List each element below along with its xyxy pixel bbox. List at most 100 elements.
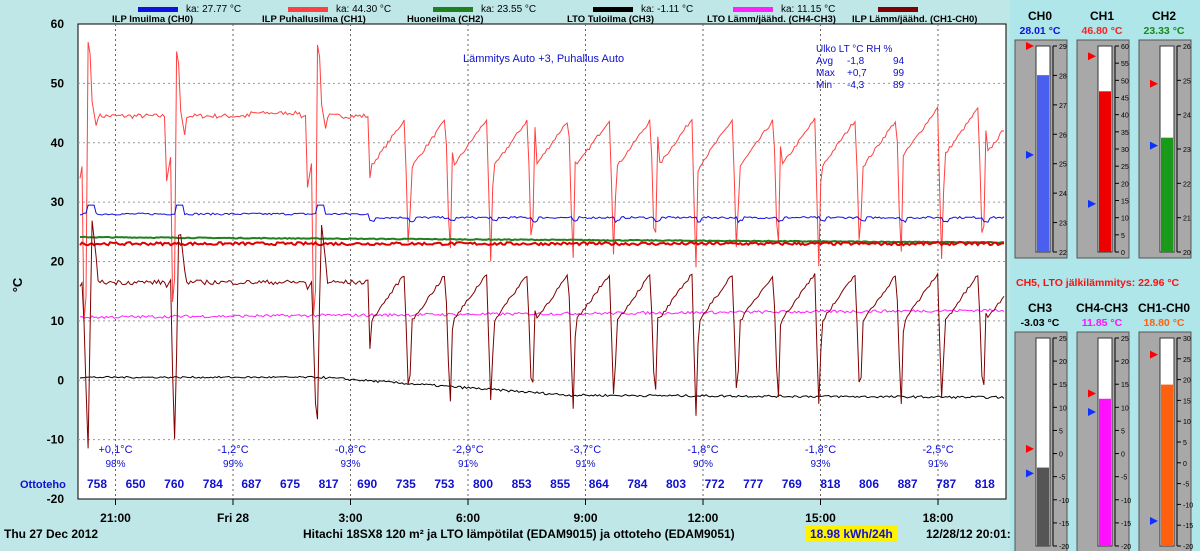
gauge-tick-label: 27 [1059, 103, 1067, 110]
ottoteho-value: 758 [87, 477, 107, 491]
gauge-max-marker [1026, 444, 1034, 453]
x-tick-label: 3:00 [338, 511, 362, 525]
gauge-value: 46.80 °C [1082, 25, 1123, 37]
gauge-title: CH1-CH0 [1138, 301, 1190, 315]
outdoor-rh: 91% [575, 459, 595, 470]
gauge-tick-label: 26 [1183, 44, 1191, 51]
gauge-tick-label: 26 [1059, 132, 1067, 139]
gauge-tick-label: 15 [1059, 382, 1067, 389]
gauge-max-marker [1026, 42, 1034, 50]
gauge-tick-label: -15 [1121, 521, 1131, 528]
gauge-tick-label: 22 [1183, 181, 1191, 188]
gauge-tick-label: 28 [1059, 73, 1067, 80]
legend-ka: ka: 44.30 °C [336, 4, 391, 15]
gauge-tick-label: 30 [1183, 336, 1191, 343]
gauge-tick-label: 0 [1121, 452, 1125, 459]
legend-ka: ka: 11.15 °C [781, 4, 835, 15]
gauge-tick-label: 5 [1121, 428, 1125, 435]
legend-label: ILP Imuilma (CH0) [112, 14, 193, 25]
gauge-tick-label: -15 [1183, 523, 1193, 530]
gauge-tick-label: 23 [1183, 147, 1191, 154]
gauge-tick-label: -5 [1121, 475, 1127, 482]
legend-label: ILP Puhallusilma (CH1) [262, 14, 366, 25]
gauge-tick-label: -10 [1183, 502, 1193, 509]
gauge-tick-label: 20 [1183, 378, 1191, 385]
outdoor-temp: -2,5°C [922, 444, 953, 456]
legend-ka: ka: 27.77 °C [186, 4, 241, 15]
timestamp: 12/28/12 20:01:38 [926, 527, 1025, 541]
legend-label: ILP Lämm/jäähd. (CH1-CH0) [852, 14, 977, 25]
gauge-tick-label: 23 [1059, 221, 1067, 228]
chart-title: Hitachi 18SX8 120 m² ja LTO lämpötilat (… [303, 527, 735, 541]
gauge-tick-label: 25 [1183, 357, 1191, 364]
ottoteho-value: 772 [705, 477, 725, 491]
gauge-tick-label: 35 [1121, 130, 1129, 137]
gauge-tick-label: 20 [1059, 359, 1067, 366]
stats-row-temp: +0,7 [847, 68, 867, 79]
gauge-title: CH4-CH3 [1076, 301, 1128, 315]
gauge-tick-label: 25 [1059, 162, 1067, 169]
y-tick-label: 50 [51, 76, 65, 90]
gauge-tick-label: 20 [1183, 250, 1191, 257]
ottoteho-value: 687 [241, 477, 261, 491]
ottoteho-value: 753 [434, 477, 454, 491]
ottoteho-value: 818 [975, 477, 995, 491]
y-tick-label: -20 [47, 492, 65, 506]
outdoor-temp: -2,9°C [452, 444, 483, 456]
legend-swatch [878, 7, 918, 12]
ottoteho-value: 806 [859, 477, 879, 491]
gauge-tick-label: -10 [1059, 498, 1069, 505]
ottoteho-value: 787 [936, 477, 956, 491]
gauge-tick-label: 0 [1183, 461, 1187, 468]
gauge-fill [1161, 137, 1173, 252]
legend-label: LTO Tuloilma (CH3) [567, 14, 654, 25]
mode-text: Lämmitys Auto +3, Puhallus Auto [463, 53, 624, 65]
ottoteho-label: Ottoteho [20, 479, 66, 491]
stats-row-temp: -1,8 [847, 56, 865, 67]
gauge-svg: CH0 28.01 °C 29 28 27 26 25 24 23 22 CH1 46.80 °C 60… [1014, 9, 1193, 551]
gauge-title: CH1 [1090, 9, 1114, 23]
gauge-min-marker [1150, 517, 1158, 526]
series-ch2-line [80, 235, 1005, 244]
plot-area [77, 23, 1007, 500]
gauge-tick-label: 10 [1121, 405, 1129, 412]
ottoteho-value: 784 [627, 477, 647, 491]
outdoor-temp: -3,7°C [570, 444, 601, 456]
outdoor-rh: 91% [458, 459, 478, 470]
chart-panel: 60 50 40 30 20 10 0 -10 -20 °C 21:00 Fri 28 3:00 6:00… [4, 4, 1025, 542]
gauge-min-marker [1088, 199, 1096, 208]
legend-label: LTO Lämm/jäähd. (CH4-CH3) [707, 14, 836, 25]
gauge-fill [1161, 384, 1173, 546]
legend-swatch [733, 7, 773, 12]
gauge-tick-label: 45 [1121, 96, 1129, 103]
gauge-tick-label: -10 [1121, 498, 1131, 505]
gauge-fill [1037, 75, 1049, 253]
gauge-tick-label: 60 [1121, 44, 1129, 51]
gauge-tick-label: 5 [1121, 233, 1125, 240]
ottoteho-value: 803 [666, 477, 686, 491]
gauge-tick-label: 25 [1183, 78, 1191, 85]
gauge-tick-label: -5 [1183, 482, 1189, 489]
gauge-tick-label: 0 [1121, 250, 1125, 257]
stats-row-rh: 89 [893, 80, 905, 91]
ottoteho-value: 675 [280, 477, 300, 491]
gauge-tick-label: 24 [1059, 191, 1067, 198]
gauge-max-marker [1150, 79, 1158, 88]
ottoteho-value: 887 [898, 477, 918, 491]
y-tick-label: -10 [47, 433, 65, 447]
outdoor-rh: 93% [340, 459, 360, 470]
legend-ka: ka: -1.11 °C [641, 4, 693, 15]
outdoor-temp: -1,2°C [217, 444, 248, 456]
x-tick-label: Fri 28 [217, 511, 249, 525]
legend-label: Huoneilma (CH2) [407, 14, 484, 25]
gauge-fill [1099, 91, 1111, 252]
y-tick-label: 40 [51, 136, 65, 150]
y-axis-label: °C [10, 277, 25, 292]
x-tick-label: 15:00 [805, 511, 836, 525]
gauge-tick-label: 0 [1059, 452, 1063, 459]
y-tick-label: 60 [51, 17, 65, 31]
ottoteho-value: 818 [820, 477, 840, 491]
series-ch1-line [79, 42, 1005, 321]
gauge-value: 18.80 °C [1144, 317, 1185, 329]
gauge-tick-label: 55 [1121, 61, 1129, 68]
